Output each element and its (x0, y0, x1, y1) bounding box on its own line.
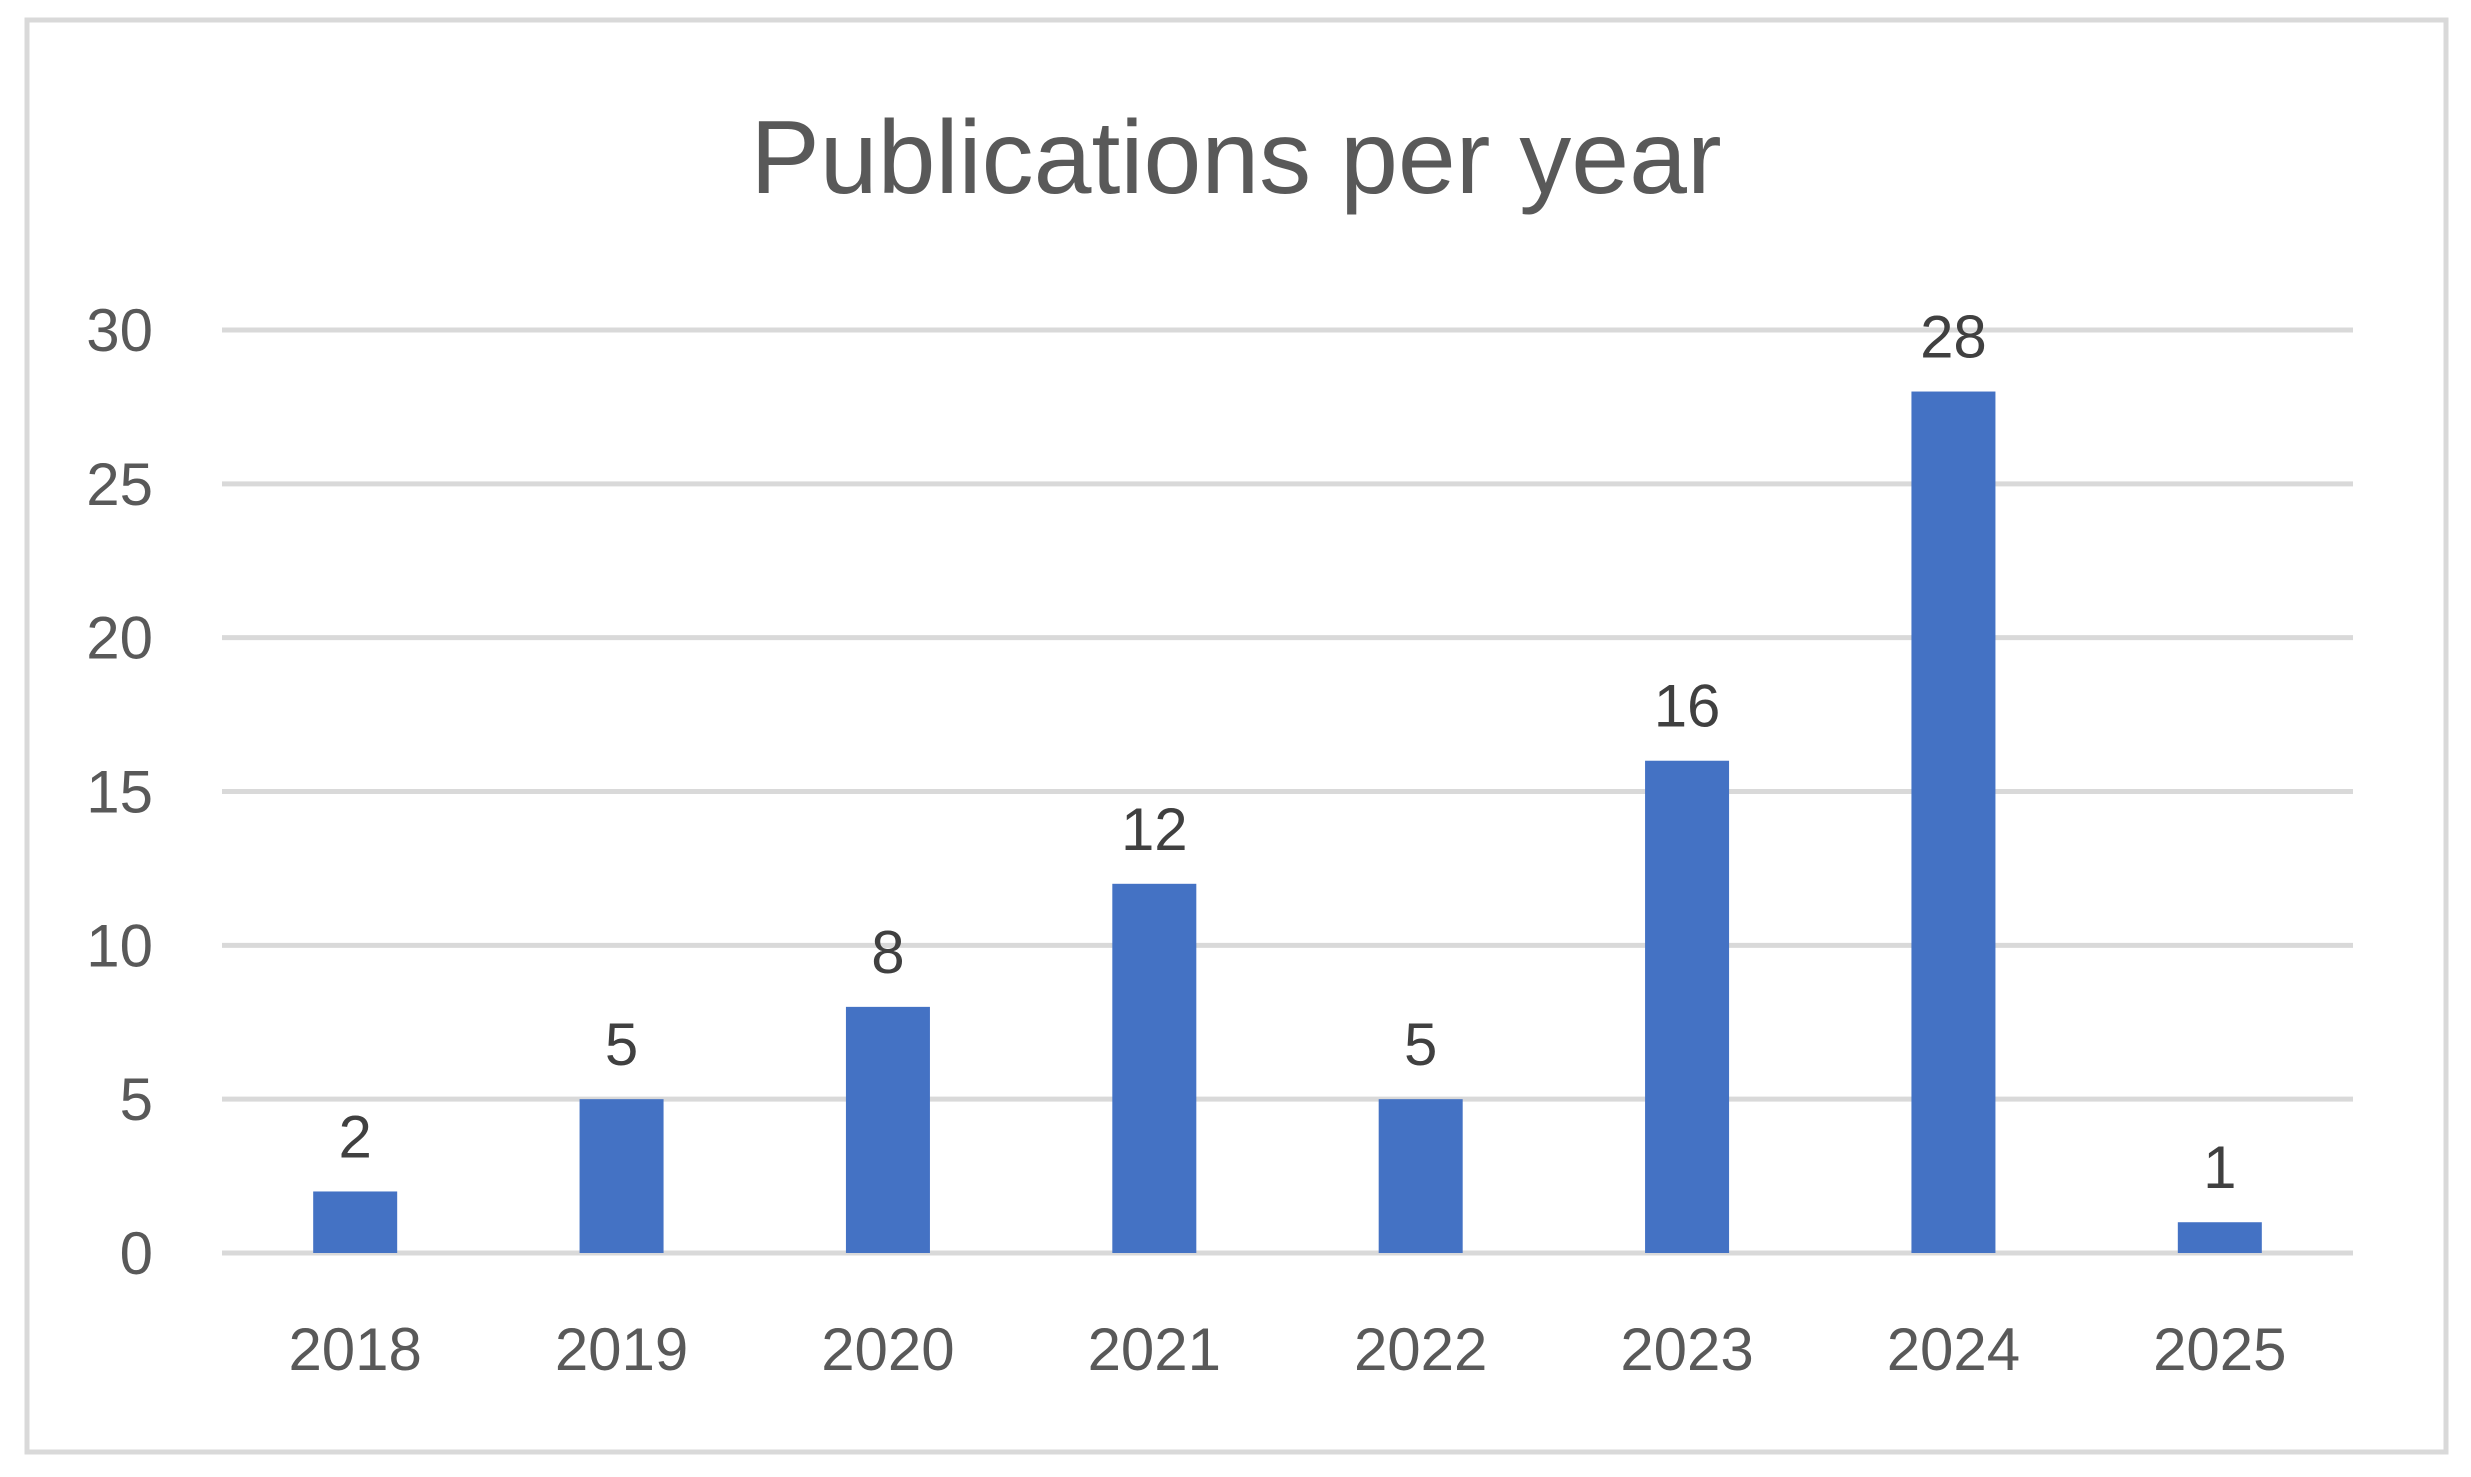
data-label-2022: 5 (1404, 1011, 1437, 1078)
y-tick-label: 5 (120, 1066, 153, 1133)
y-tick-label: 15 (86, 759, 153, 826)
data-label-2024: 28 (1920, 304, 1987, 371)
data-label-2025: 1 (2203, 1134, 2236, 1201)
y-axis-tick-labels: 0 5 10 15 20 25 30 (86, 297, 153, 1287)
x-tick-label: 2023 (1620, 1316, 1753, 1383)
data-label-2021: 12 (1121, 796, 1188, 863)
data-labels: 2 5 8 12 5 16 28 1 (339, 304, 2237, 1202)
chart-frame (24, 17, 2449, 1455)
bar-2024 (1911, 391, 1996, 1253)
bar-2023 (1645, 760, 1730, 1253)
bar-2021 (1112, 883, 1197, 1253)
y-tick-label: 25 (86, 451, 153, 518)
bar-2018 (313, 1191, 398, 1253)
x-tick-label: 2018 (288, 1316, 421, 1383)
data-label-2019: 5 (605, 1011, 638, 1078)
bar-2020 (845, 1006, 930, 1253)
x-tick-label: 2020 (821, 1316, 954, 1383)
x-axis-tick-labels: 2018 2019 2020 2021 2022 2023 2024 2025 (288, 1316, 2286, 1383)
gridlines (222, 327, 2353, 1256)
data-label-2020: 8 (871, 919, 904, 986)
bar-2022 (1378, 1099, 1463, 1253)
bar-2019 (579, 1099, 664, 1253)
chart-title: Publications per year (750, 100, 1721, 216)
y-tick-label: 0 (120, 1220, 153, 1287)
data-label-2018: 2 (339, 1103, 372, 1170)
data-label-2023: 16 (1654, 673, 1721, 740)
y-tick-label: 30 (86, 297, 153, 364)
x-tick-label: 2024 (1887, 1316, 2020, 1383)
y-tick-label: 10 (86, 912, 153, 979)
x-tick-label: 2019 (555, 1316, 688, 1383)
x-tick-label: 2022 (1354, 1316, 1487, 1383)
bar-2025 (2177, 1222, 2262, 1253)
y-tick-label: 20 (86, 605, 153, 672)
x-tick-label: 2025 (2153, 1316, 2286, 1383)
bars (313, 391, 2262, 1253)
x-tick-label: 2021 (1088, 1316, 1221, 1383)
